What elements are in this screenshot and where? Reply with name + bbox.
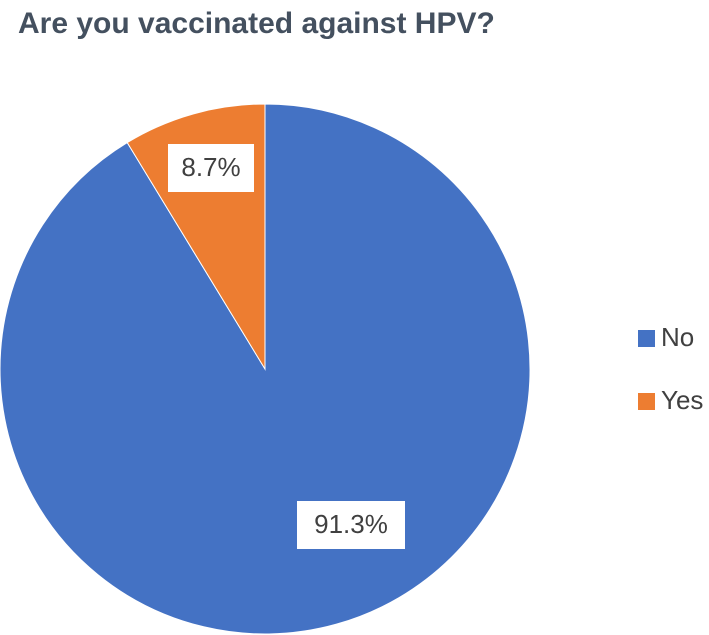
legend-swatch	[638, 393, 655, 410]
data-label-box	[297, 501, 405, 549]
data-label: 8.7%	[181, 152, 240, 182]
chart-title: Are you vaccinated against HPV?	[18, 7, 495, 40]
data-label: 91.3%	[314, 509, 388, 539]
legend-label: Yes	[661, 385, 703, 415]
legend-label: No	[661, 322, 694, 352]
data-label-box	[168, 144, 254, 192]
legend-swatch	[638, 330, 655, 347]
